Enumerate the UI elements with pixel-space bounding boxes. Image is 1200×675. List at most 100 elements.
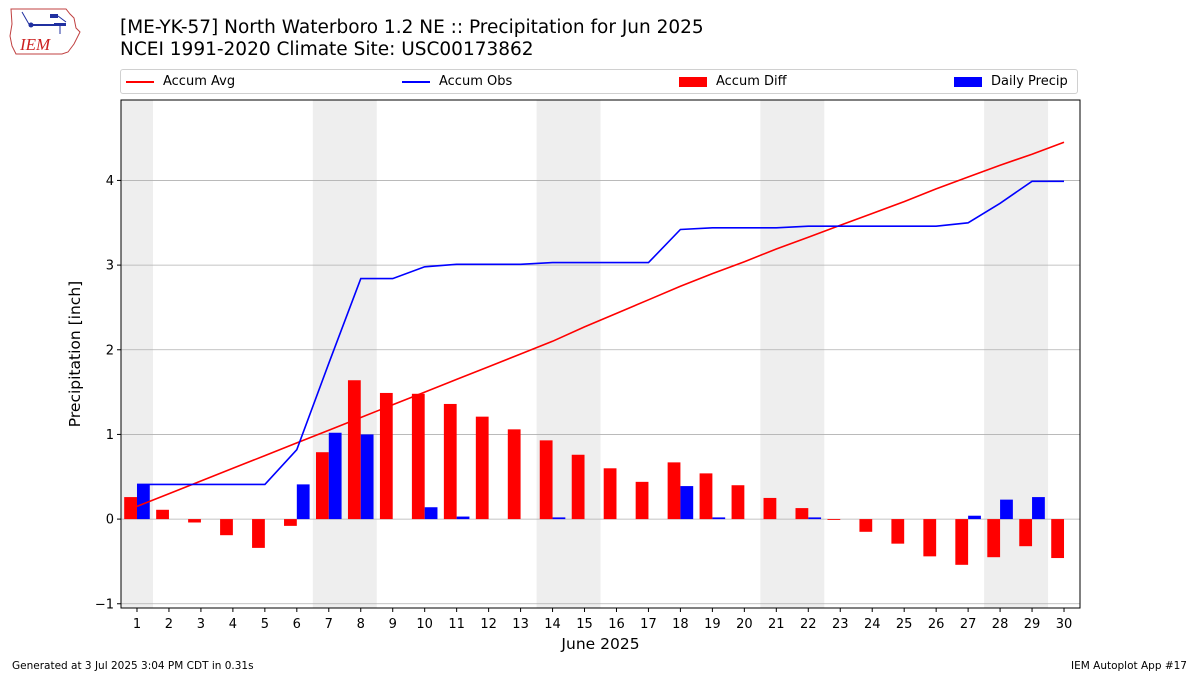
accum-diff-bar (411, 393, 425, 520)
accum-diff-bar (699, 473, 713, 520)
x-tick-label: 27 (960, 617, 977, 632)
x-tick-label: 25 (896, 617, 913, 632)
accum-diff-bar (443, 403, 457, 520)
legend-label: Daily Precip (991, 74, 1068, 89)
accum-diff-bar (827, 519, 841, 520)
y-tick-label: 4 (106, 174, 114, 189)
svg-text:IEM: IEM (19, 35, 51, 54)
iem-logo: IEM (8, 6, 82, 62)
chart-title: [ME-YK-57] North Waterboro 1.2 NE :: Pre… (120, 17, 704, 61)
footer-app: IEM Autoplot App #17 (1071, 660, 1187, 672)
accum-diff-bar (124, 497, 137, 520)
daily-precip-bar (360, 434, 374, 520)
y-tick-label: 1 (106, 428, 114, 443)
x-tick-label: 13 (512, 617, 529, 632)
x-tick-label: 4 (229, 617, 237, 632)
footer-generated: Generated at 3 Jul 2025 3:04 PM CDT in 0… (12, 660, 254, 672)
accum-diff-bar (252, 519, 265, 548)
weekend-shade (760, 100, 825, 608)
accum-diff-bar (507, 429, 521, 520)
daily-precip-bar (552, 517, 566, 520)
x-tick-label: 26 (928, 617, 945, 632)
x-tick-label: 22 (800, 617, 817, 632)
x-tick-label: 20 (736, 617, 753, 632)
y-tick-label: 0 (106, 513, 114, 528)
x-tick-label: 7 (325, 617, 333, 632)
x-tick-label: 12 (480, 617, 497, 632)
x-tick-label: 5 (261, 617, 269, 632)
x-tick-label: 9 (389, 617, 397, 632)
x-tick-label: 3 (197, 617, 205, 632)
accum-diff-bar (1051, 519, 1065, 559)
accum-diff-bar (220, 519, 233, 536)
accum-diff-bar (347, 380, 361, 520)
accum-diff-bar (891, 519, 905, 544)
accum-diff-bar (475, 416, 489, 520)
weekend-shade (312, 100, 377, 608)
weekend-shade (121, 100, 153, 608)
daily-precip-bar (968, 515, 981, 520)
title-line-1: [ME-YK-57] North Waterboro 1.2 NE :: Pre… (120, 17, 704, 38)
x-tick-label: 17 (640, 617, 657, 632)
daily-precip-bar (456, 516, 470, 520)
x-tick-label: 16 (608, 617, 625, 632)
daily-precip-bar (424, 507, 438, 520)
x-tick-label: 8 (357, 617, 365, 632)
daily-precip-bar (1000, 499, 1013, 520)
x-tick-label: 21 (768, 617, 785, 632)
x-tick-label: 11 (448, 617, 465, 632)
daily-precip-bar (808, 517, 822, 520)
daily-precip-bar (296, 484, 310, 520)
accum-obs-line (137, 180, 1064, 486)
accum-diff-bar (379, 392, 393, 520)
x-tick-label: 24 (864, 617, 881, 632)
x-tick-label: 2 (165, 617, 173, 632)
y-tick-label: 2 (106, 343, 114, 358)
legend-label: Accum Obs (439, 74, 513, 89)
x-tick-label: 10 (416, 617, 433, 632)
plot-frame (120, 99, 1081, 609)
accum-diff-bar (603, 468, 617, 520)
accum-diff-bar (1019, 519, 1033, 547)
accum-diff-bar (635, 481, 649, 520)
accum-diff-bar (667, 462, 681, 520)
title-line-2: NCEI 1991-2020 Climate Site: USC00173862 (120, 39, 534, 60)
legend-swatch (954, 76, 982, 87)
x-axis-label: June 2025 (560, 635, 639, 653)
x-tick-label: 23 (832, 617, 849, 632)
accum-avg-line (136, 141, 1065, 508)
accum-diff-bar (571, 454, 585, 520)
accum-diff-bar (539, 440, 553, 520)
legend-item-daily-precip: Daily Precip (954, 74, 1068, 89)
iowa-map-icon: IEM (9, 8, 81, 55)
legend-swatch (126, 80, 154, 83)
legend-item-accum-avg: Accum Avg (126, 74, 235, 89)
legend-swatch (402, 80, 430, 83)
y-tick-label: 3 (106, 259, 114, 274)
accum-diff-bar (731, 485, 745, 520)
x-tick-label: 6 (293, 617, 301, 632)
legend-label: Accum Diff (716, 74, 787, 89)
x-tick-label: 19 (704, 617, 721, 632)
legend-item-accum-obs: Accum Obs (402, 74, 512, 89)
accum-diff-bar (955, 519, 969, 565)
y-tick-label: −1 (95, 597, 114, 612)
x-tick-label: 28 (992, 617, 1009, 632)
legend-label: Accum Avg (163, 74, 236, 89)
x-tick-label: 18 (672, 617, 689, 632)
daily-precip-bar (712, 517, 726, 520)
legend-item-accum-diff: Accum Diff (679, 74, 787, 89)
x-tick-label: 14 (544, 617, 561, 632)
daily-precip-bar (680, 486, 694, 520)
daily-precip-bar (328, 432, 342, 520)
x-tick-label: 15 (576, 617, 593, 632)
weekend-shade (536, 100, 601, 608)
y-axis-label: Precipitation [inch] (66, 281, 84, 427)
accum-diff-bar (859, 519, 873, 532)
daily-precip-bar (136, 484, 150, 520)
daily-precip-bar (1032, 497, 1045, 520)
x-tick-label: 1 (133, 617, 141, 632)
accum-diff-bar (763, 497, 777, 520)
x-tick-label: 29 (1024, 617, 1041, 632)
